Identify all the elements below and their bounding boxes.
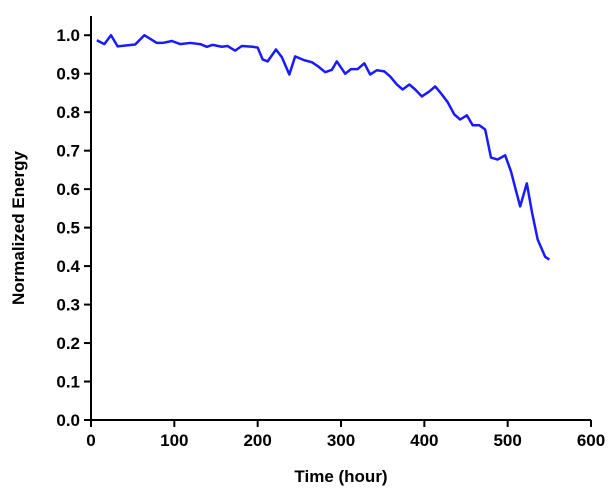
- y-tick-label: 0.0: [56, 411, 80, 430]
- y-tick-label: 0.3: [56, 296, 80, 315]
- y-tick-label: 0.5: [56, 219, 80, 238]
- y-axis-label: Normalized Energy: [9, 150, 28, 305]
- y-tick-label: 0.6: [56, 180, 80, 199]
- y-tick-label: 0.8: [56, 103, 80, 122]
- x-tick-label: 400: [410, 431, 438, 450]
- y-tick-label: 0.2: [56, 334, 80, 353]
- x-tick-label: 500: [493, 431, 521, 450]
- x-tick-label: 600: [577, 431, 605, 450]
- x-tick-label: 200: [243, 431, 271, 450]
- x-axis-label: Time (hour): [294, 467, 387, 486]
- data-line: [96, 33, 551, 261]
- x-tick-label: 300: [327, 431, 355, 450]
- y-tick-label: 0.1: [56, 373, 80, 392]
- y-tick-label: 0.9: [56, 65, 80, 84]
- x-tick-label: 100: [160, 431, 188, 450]
- y-tick-label: 1.0: [56, 26, 80, 45]
- x-tick-label: 0: [86, 431, 95, 450]
- y-tick-label: 0.4: [56, 257, 80, 276]
- y-tick-label: 0.7: [56, 142, 80, 161]
